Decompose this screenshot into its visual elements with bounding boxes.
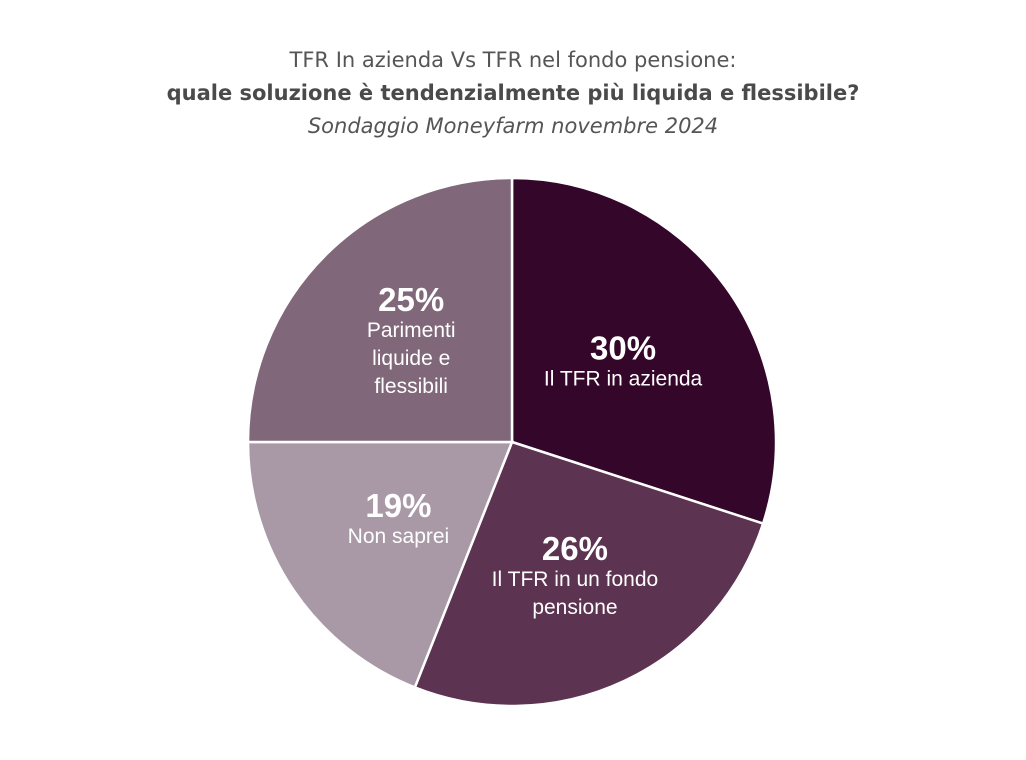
chart-caption: Sondaggio Moneyfarm novembre 2024 (307, 114, 719, 138)
slice-category-1-line-1: pensione (532, 596, 617, 619)
slice-category-2-line-0: Non saprei (348, 525, 450, 548)
pie-labels: 30%Il TFR in azienda 26%Il TFR in un fond… (348, 281, 703, 619)
chart-titles: TFR In azienda Vs TFR nel fondo pensione… (0, 44, 1026, 143)
pie-slice-3 (246, 176, 514, 444)
pie-slice-2 (246, 440, 514, 690)
slice-category-3-line-0: Parimenti (367, 319, 456, 342)
chart-title: TFR In azienda Vs TFR nel fondo pensione… (289, 48, 737, 72)
slice-category-3-line-1: liquide e (372, 347, 450, 370)
slice-percent-3: 25% (378, 281, 444, 318)
slice-category-1-line-0: Il TFR in un fondo (492, 568, 659, 591)
pie-slice-0 (510, 176, 778, 526)
slice-label-2: 19%Non saprei (348, 487, 450, 548)
slice-label-3: 25%Parimenti liquide e flessibili (367, 281, 456, 398)
slice-category-0-line-0: Il TFR in azienda (544, 367, 703, 390)
slice-label-0: 30%Il TFR in azienda (544, 329, 703, 390)
chart-subtitle: quale soluzione è tendenzialmente più li… (166, 81, 860, 105)
pie-slices (246, 176, 778, 708)
slice-percent-2: 19% (365, 487, 431, 524)
slice-percent-0: 30% (590, 329, 656, 366)
slice-label-1: 26%Il TFR in un fondo pensione (492, 530, 659, 619)
slice-category-3-line-2: flessibili (374, 375, 448, 398)
pie-slice-1 (413, 440, 765, 708)
slice-percent-1: 26% (542, 530, 608, 567)
